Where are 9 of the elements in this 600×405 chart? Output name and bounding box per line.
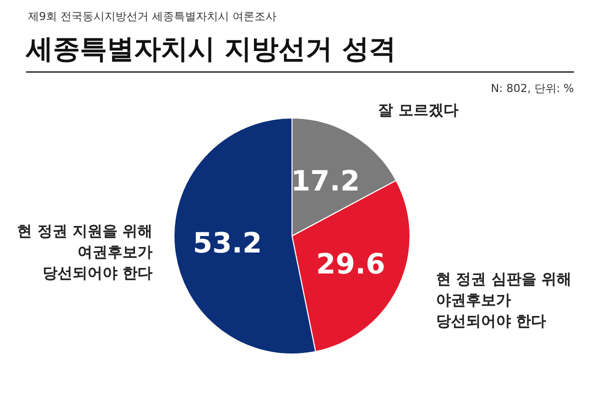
text: N: 802, 단위: % [490, 82, 574, 95]
data-label: 17.2 [290, 164, 360, 198]
slice-label: 잘 모르겠다 [378, 101, 458, 120]
chart-subtitle: 제9회 전국동시지방선거 세종특별자치시 여론조사 [28, 10, 276, 23]
chart-title: 세종특별자치시 지방선거 성격 [25, 34, 396, 65]
slice-label: 현 정권 지원을 위해 여권후보가 당선되어야 한다 [17, 222, 153, 282]
data-label: 53.2 [192, 226, 262, 260]
slice-label: 현 정권 심판을 위해 야권후보가 당선되어야 한다 [436, 270, 572, 330]
data-label: 29.6 [316, 248, 386, 281]
